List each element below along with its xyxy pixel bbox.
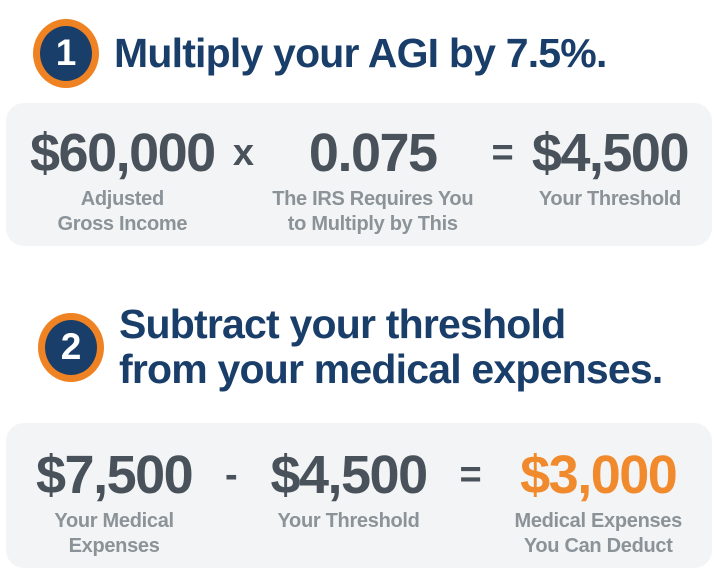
medical-expenses-label-line1: Your Medical <box>54 510 174 532</box>
term-deductible-amount: $3,000 Medical Expenses You Can Deduct <box>514 446 682 559</box>
multiplier-value: 0.075 <box>308 123 438 183</box>
step2-header: 2 Subtract your threshold from your medi… <box>38 302 663 392</box>
term-threshold-step2: $4,500 Your Threshold <box>270 445 428 534</box>
threshold-value-step2: $4,500 <box>270 445 428 505</box>
step2-title: Subtract your threshold from your medica… <box>119 302 663 392</box>
equals-operator-step2: = <box>459 454 482 496</box>
step1-number: 1 <box>55 32 77 73</box>
step2-equation-box: $7,500 Your Medical Expenses - $4,500 Yo… <box>6 423 712 568</box>
term-threshold-step1: $4,500 Your Threshold <box>531 123 690 212</box>
medical-expenses-value: $7,500 <box>36 445 194 505</box>
multiplier-label-line2: to Multiply by This <box>287 213 458 235</box>
equals-operator-step1: = <box>491 132 514 174</box>
agi-label-line2: Gross Income <box>57 213 188 235</box>
deductible-label-line2: You Can Deduct <box>523 535 673 557</box>
deductible-value: $3,000 <box>520 445 678 505</box>
threshold-label-step2-line1: Your Threshold <box>277 510 420 532</box>
agi-label-line1: Adjusted <box>80 188 164 210</box>
medical-expenses-label: Your Medical Expenses <box>54 509 174 559</box>
step1-header: 1 Multiply your AGI by 7.5%. <box>33 19 607 88</box>
multiplier-label: The IRS Requires You to Multiply by This <box>272 187 473 237</box>
term-irs-multiplier: 0.075 The IRS Requires You to Multiply b… <box>272 124 473 237</box>
step2-number: 2 <box>60 325 82 367</box>
multiply-operator: x <box>232 132 255 174</box>
step2-title-line1: Subtract your threshold <box>119 301 566 347</box>
agi-label: Adjusted Gross Income <box>57 187 187 237</box>
step1-title: Multiply your AGI by 7.5%. <box>114 30 607 76</box>
threshold-label-line1: Your Threshold <box>538 188 681 210</box>
step1-number-badge: 1 <box>33 19 99 88</box>
minus-operator: - <box>224 454 238 496</box>
medical-expenses-label-line2: Expenses <box>68 535 160 557</box>
step2-number-badge: 2 <box>38 312 104 382</box>
multiplier-label-line1: The IRS Requires You <box>272 188 474 210</box>
step2-title-line2: from your medical expenses. <box>119 346 663 392</box>
deductible-label: Medical Expenses You Can Deduct <box>514 509 682 559</box>
deductible-label-line1: Medical Expenses <box>514 510 682 532</box>
term-adjusted-gross-income: $60,000 Adjusted Gross Income <box>30 123 216 237</box>
agi-value: $60,000 <box>30 123 216 183</box>
threshold-value-step1: $4,500 <box>531 123 690 183</box>
term-medical-expenses: $7,500 Your Medical Expenses <box>36 445 194 559</box>
threshold-label-step2: Your Threshold <box>277 509 419 534</box>
threshold-label-step1: Your Threshold <box>539 187 681 212</box>
step1-equation-box: $60,000 Adjusted Gross Income x 0.075 Th… <box>6 103 712 246</box>
